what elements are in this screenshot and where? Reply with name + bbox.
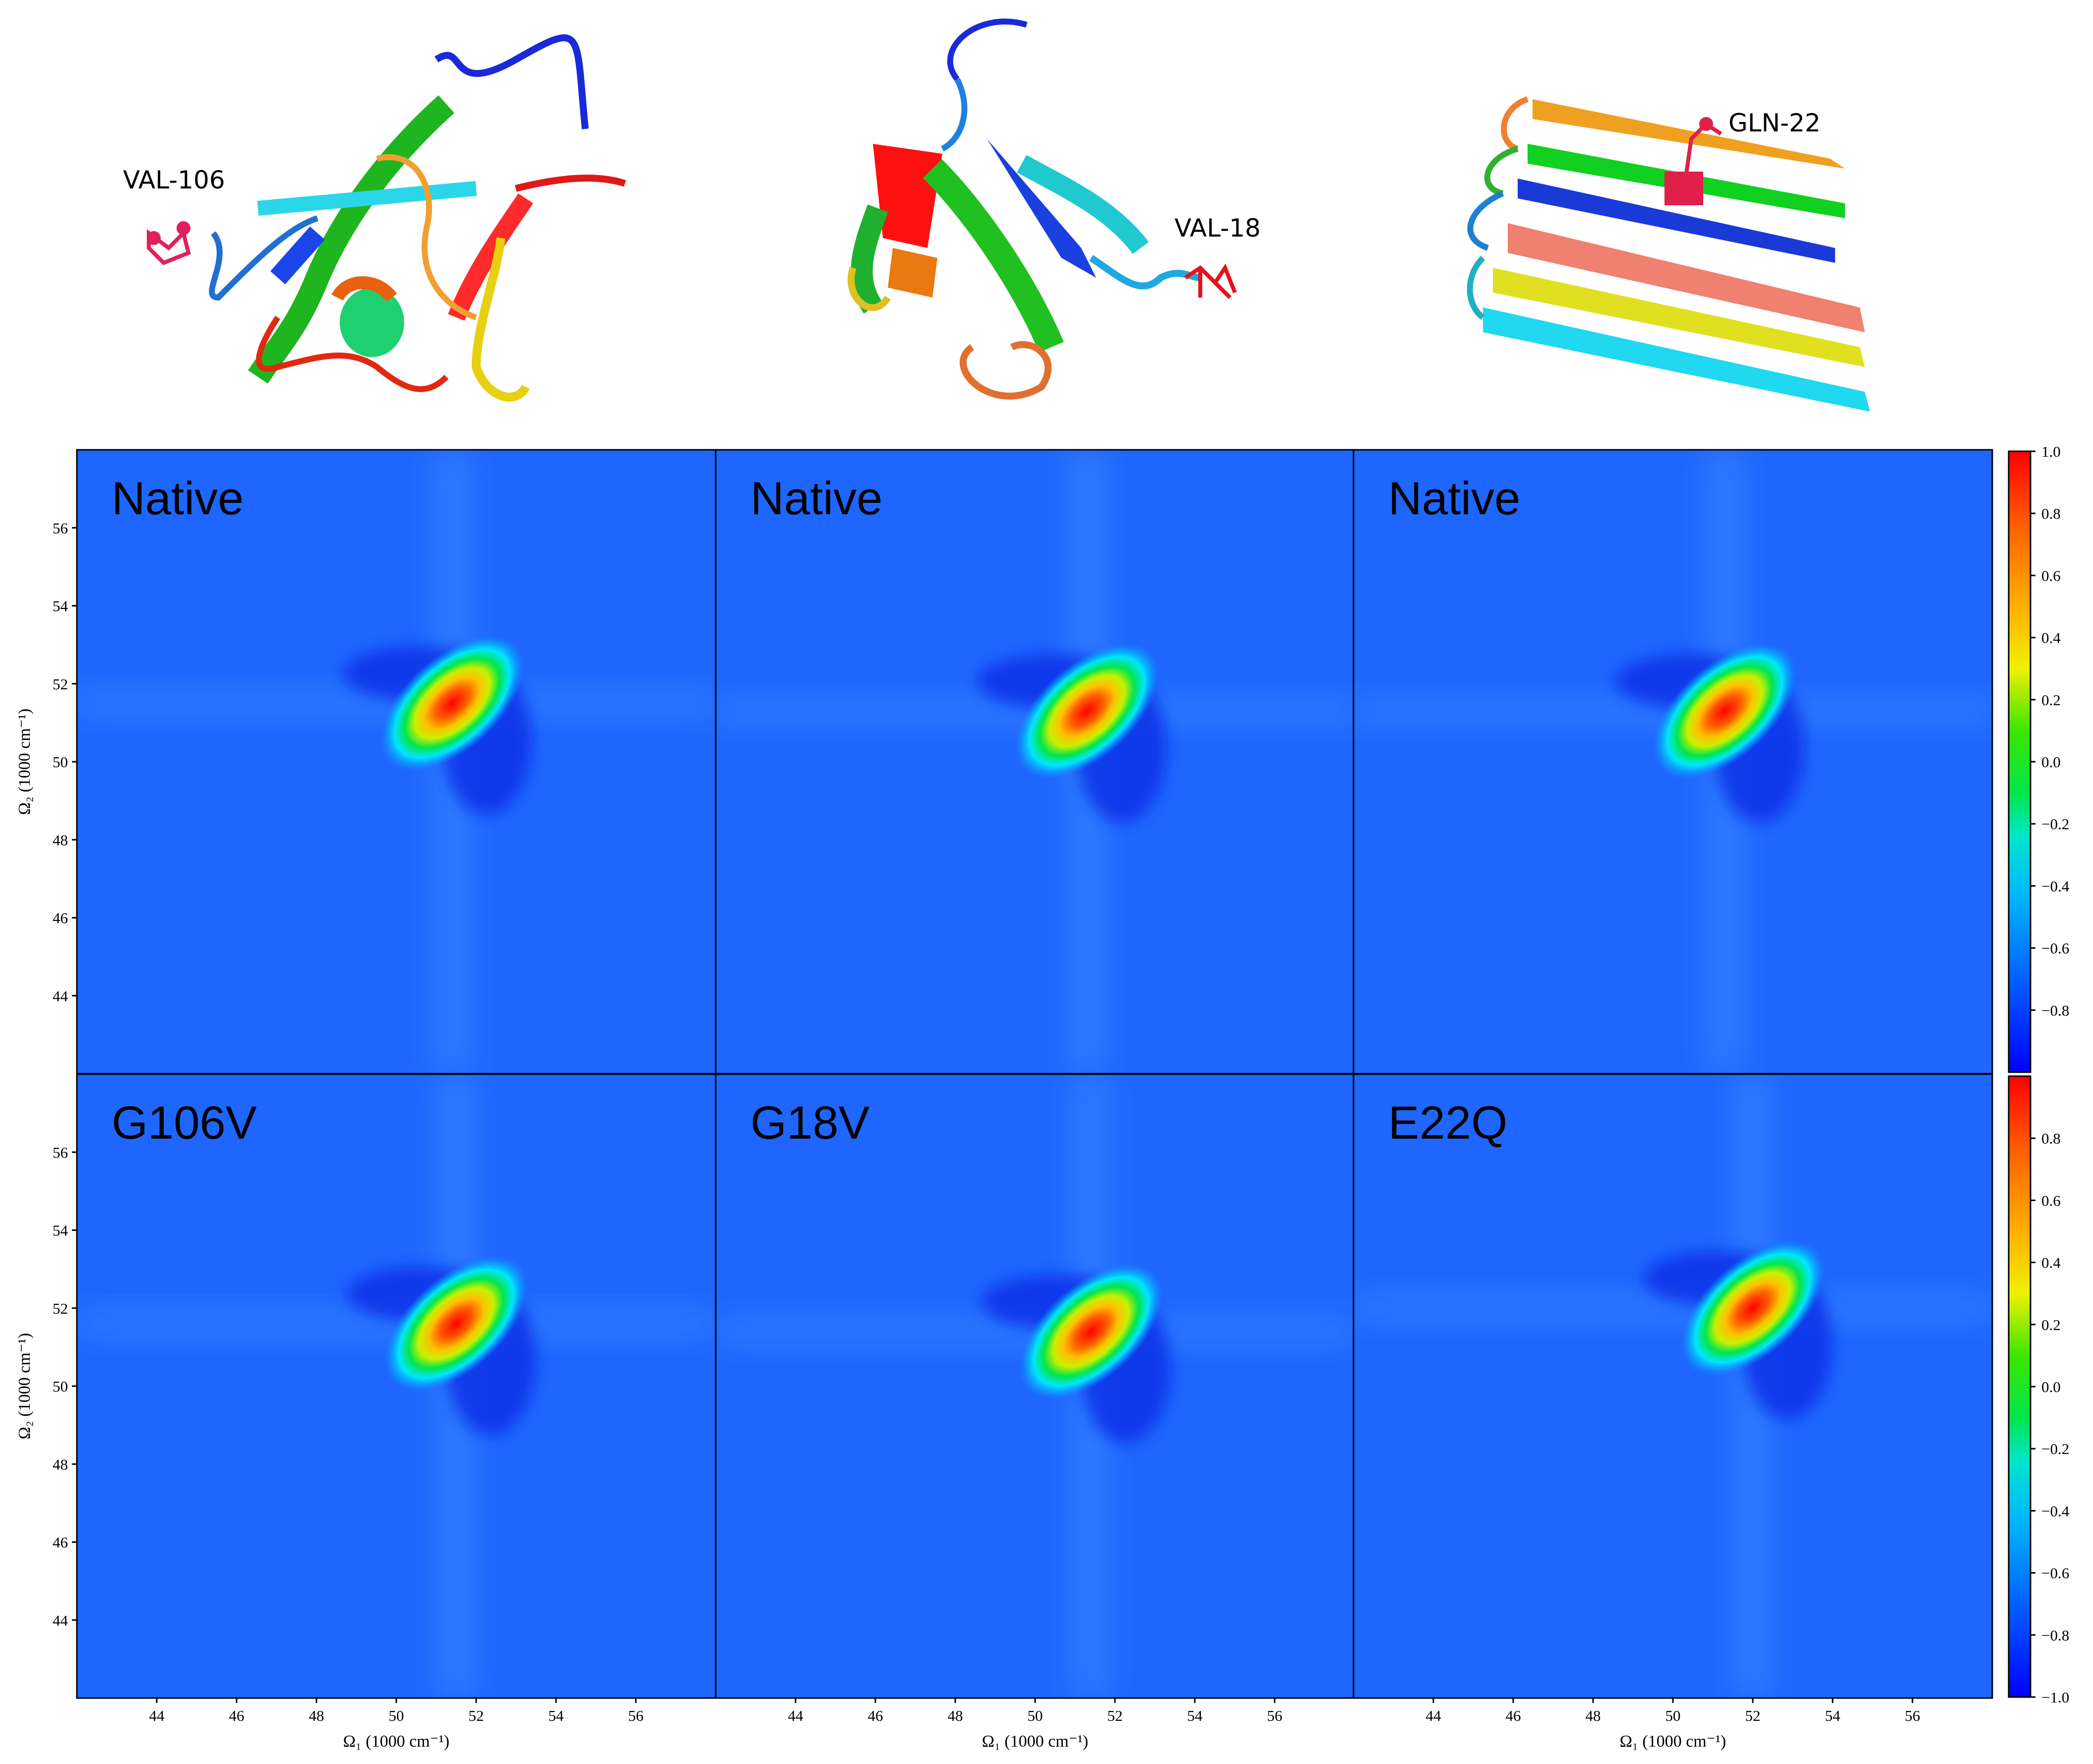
spectrum-panel-5: G18V xyxy=(715,1073,1355,1699)
colorbar-tick-label: −0.8 xyxy=(2041,1627,2069,1644)
colorbar-tick-label: 1.0 xyxy=(2041,443,2061,460)
colorbars: 1.0 0.8 0.6 0.4 0.2 0.0 −0.2 −0.4 −0.6 −0.8 0.8 0.6… xyxy=(2008,443,2070,1706)
x-tick-label: 48 xyxy=(309,1707,324,1724)
colorbar-tick-label: −0.6 xyxy=(2041,940,2069,957)
colorbar-1: 1.0 0.8 0.6 0.4 0.2 0.0 −0.2 −0.4 −0.6 −0.8 xyxy=(2008,443,2070,1073)
spectrum-panel-3: Native xyxy=(1353,449,1993,1075)
y-tick-label: 50 xyxy=(53,1378,68,1395)
colorbar-tick-label: 0.8 xyxy=(2041,1130,2061,1147)
x-tick-label: 46 xyxy=(1506,1707,1521,1724)
colorbar-tick-label: −0.2 xyxy=(2041,815,2069,833)
panel-title: G18V xyxy=(750,1096,870,1149)
y-tick-label: 48 xyxy=(53,831,68,849)
diagonal-peak xyxy=(1681,1240,1825,1376)
panel-title: Native xyxy=(750,472,882,524)
residue-label-2: VAL-18 xyxy=(1174,214,1261,243)
colorbar-tick-label: −1.0 xyxy=(2041,1689,2069,1706)
protein-structure-2 xyxy=(848,18,1237,400)
diagonal-peak xyxy=(384,1256,528,1392)
spectrum-panel-4: G106V xyxy=(76,1073,717,1699)
y-tick-label: 56 xyxy=(53,519,68,537)
x-tick-label: 54 xyxy=(1187,1707,1203,1724)
x-tick-label: 50 xyxy=(1665,1707,1681,1724)
panel-background xyxy=(1354,1074,1992,1698)
x-axis-label: Ω₁ (1000 cm⁻¹) xyxy=(343,1732,449,1751)
colorbar-tick-label: 0.0 xyxy=(2041,753,2061,771)
colorbar-tick-label: −0.6 xyxy=(2041,1565,2069,1582)
diagonal-peak xyxy=(1653,643,1797,779)
colorbar-tick-label: −0.4 xyxy=(2041,877,2070,895)
x-axis-label: Ω₁ (1000 cm⁻¹) xyxy=(982,1732,1088,1751)
axes: 44 46 48 50 52 54 56 Ω₂ (1000 cm⁻¹) 44 46 48 50 52 54… xyxy=(15,519,1920,1751)
colorbar-tick-label: 0.2 xyxy=(2041,1316,2061,1334)
colorbar-tick-label: −0.4 xyxy=(2041,1502,2070,1520)
protein-structure-1 xyxy=(147,34,626,402)
x-tick-label: 44 xyxy=(1426,1707,1442,1724)
panel-title: Native xyxy=(112,472,244,524)
colorbar-tick-label: 0.4 xyxy=(2041,1254,2061,1272)
residue-label-3: GLN-22 xyxy=(1728,109,1821,137)
y-tick-label: 44 xyxy=(53,987,68,1005)
colorbar-tick-label: 0.6 xyxy=(2041,567,2061,584)
diagonal-peak xyxy=(1019,1264,1163,1399)
y-tick-label: 46 xyxy=(53,1534,68,1551)
x-tick-label: 50 xyxy=(389,1707,404,1724)
colorbar-2: 0.8 0.6 0.4 0.2 0.0 −0.2 −0.4 −0.6 −0.8 −1.0 xyxy=(2008,1075,2070,1706)
x-tick-label: 52 xyxy=(1108,1707,1123,1724)
x-tick-label: 52 xyxy=(1745,1707,1761,1724)
y-tick-label: 50 xyxy=(53,753,68,771)
y-tick-label: 52 xyxy=(53,1300,68,1317)
colorbar-scale xyxy=(2008,1075,2031,1698)
x-tick-label: 56 xyxy=(628,1707,644,1724)
panel-background xyxy=(77,1074,716,1698)
colorbar-tick-label: 0.2 xyxy=(2041,691,2061,709)
x-tick-label: 54 xyxy=(549,1707,564,1724)
protein-structure-3 xyxy=(1467,96,1870,412)
x-tick-label: 44 xyxy=(149,1707,165,1724)
y-tick-label: 46 xyxy=(53,910,68,927)
colorbar-tick-label: 0.8 xyxy=(2041,505,2061,522)
colorbar-tick-label: 0.0 xyxy=(2041,1378,2061,1396)
panel-title: Native xyxy=(1388,472,1520,524)
x-tick-label: 44 xyxy=(788,1707,804,1724)
y-axis-label: Ω₂ (1000 cm⁻¹) xyxy=(15,709,34,815)
y-tick-label: 52 xyxy=(53,675,68,693)
diagonal-peak xyxy=(1015,643,1159,779)
x-tick-label: 56 xyxy=(1905,1707,1920,1724)
colorbar-tick-label: −0.8 xyxy=(2041,1002,2069,1019)
spectrum-panel-1: Native xyxy=(76,449,717,1075)
x-tick-label: 48 xyxy=(1586,1707,1601,1724)
colorbar-tick-label: −0.2 xyxy=(2041,1440,2069,1458)
spectrum-panel-6: E22Q xyxy=(1353,1073,1993,1699)
colorbar-scale xyxy=(2008,450,2031,1073)
panel-title: E22Q xyxy=(1388,1096,1507,1149)
x-tick-label: 52 xyxy=(469,1707,484,1724)
diagonal-peak xyxy=(380,635,524,771)
y-tick-label: 56 xyxy=(53,1144,68,1161)
x-tick-label: 46 xyxy=(868,1707,883,1724)
x-tick-label: 48 xyxy=(948,1707,963,1724)
y-tick-label: 48 xyxy=(53,1456,68,1473)
spectra-grid: Native Native Native G106V G18V E22Q xyxy=(76,449,1993,1699)
x-tick-label: 50 xyxy=(1028,1707,1043,1724)
colorbar-tick-label: 0.4 xyxy=(2041,629,2061,647)
y-tick-label: 54 xyxy=(53,598,68,615)
panel-title: G106V xyxy=(112,1096,257,1149)
y-tick-label: 54 xyxy=(53,1222,68,1239)
colorbar-tick-label: 0.6 xyxy=(2041,1192,2061,1209)
x-tick-label: 46 xyxy=(229,1707,245,1724)
x-tick-label: 56 xyxy=(1267,1707,1283,1724)
x-tick-label: 54 xyxy=(1825,1707,1841,1724)
x-axis-label: Ω₁ (1000 cm⁻¹) xyxy=(1620,1732,1726,1751)
spectrum-panel-2: Native xyxy=(715,449,1355,1075)
y-axis-label: Ω₂ (1000 cm⁻¹) xyxy=(15,1333,34,1439)
residue-label-1: VAL-106 xyxy=(123,166,225,194)
y-tick-label: 44 xyxy=(53,1612,68,1629)
